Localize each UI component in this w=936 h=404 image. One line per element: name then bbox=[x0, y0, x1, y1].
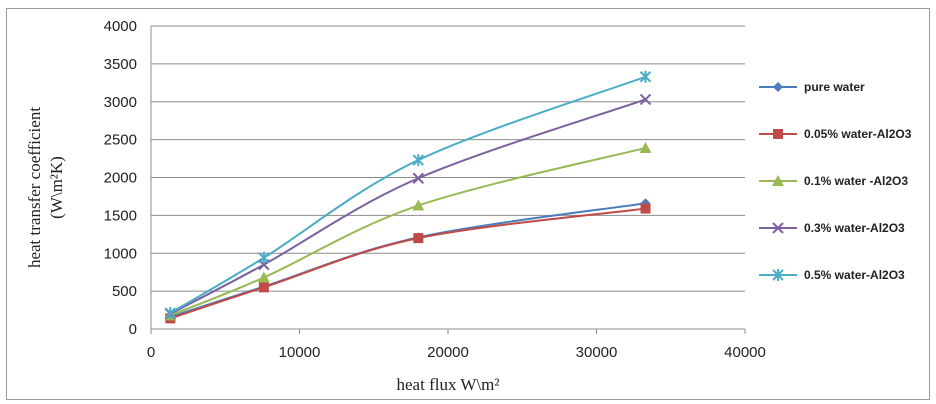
y-axis-title-line1: heat transfer coefficient bbox=[25, 107, 44, 268]
series-3 bbox=[164, 141, 652, 321]
y-tick-label: 2500 bbox=[104, 132, 137, 149]
data-point bbox=[413, 233, 424, 244]
y-tick-label: 1000 bbox=[104, 245, 137, 262]
legend-marker bbox=[772, 175, 784, 186]
legend-marker bbox=[773, 129, 783, 139]
x-tick-label: 30000 bbox=[576, 344, 618, 361]
legend-item: pure water bbox=[759, 80, 865, 94]
data-point bbox=[639, 70, 652, 83]
y-tick-label: 3000 bbox=[104, 94, 137, 111]
y-axis-title-line2: (W\m²K) bbox=[47, 156, 66, 219]
data-point bbox=[164, 307, 177, 320]
data-point bbox=[258, 251, 270, 264]
data-point bbox=[258, 282, 269, 293]
legend-item: 0.05% water-Al2O3 bbox=[759, 127, 912, 141]
y-tick-label: 1500 bbox=[104, 207, 137, 224]
x-tick-label: 10000 bbox=[279, 344, 321, 361]
series-line bbox=[169, 207, 646, 320]
x-tick-label: 20000 bbox=[427, 344, 469, 361]
chart-frame: 0 500 1000 1500 2000 2500 3000 3500 4000 0 10000 20… bbox=[6, 8, 930, 400]
legend-label: 0.1% water -Al2O3 bbox=[804, 174, 908, 188]
legend-item: 0.3% water-Al2O3 bbox=[759, 221, 905, 235]
data-point bbox=[412, 199, 425, 211]
y-tick-label: 500 bbox=[112, 283, 137, 300]
data-point bbox=[412, 172, 425, 184]
legend: pure water 0.05% water-Al2O3 0.1% water -A… bbox=[759, 80, 912, 282]
axes bbox=[150, 26, 746, 334]
series-line bbox=[169, 98, 646, 315]
legend-marker bbox=[773, 82, 783, 92]
series-4 bbox=[164, 93, 652, 320]
series-layer bbox=[164, 70, 652, 324]
x-axis-title: heat flux W\m² bbox=[397, 375, 500, 394]
data-point bbox=[640, 203, 651, 214]
legend-marker bbox=[772, 269, 784, 281]
legend-item: 0.1% water -Al2O3 bbox=[759, 174, 908, 188]
y-tick-label: 2000 bbox=[104, 170, 137, 187]
series-line bbox=[169, 75, 646, 314]
data-point bbox=[257, 271, 270, 283]
data-point bbox=[639, 141, 652, 153]
x-tick-label: 0 bbox=[147, 344, 155, 361]
y-tick-label: 3500 bbox=[104, 56, 137, 73]
x-tick-label: 40000 bbox=[724, 344, 766, 361]
legend-label: 0.05% water-Al2O3 bbox=[804, 127, 912, 141]
series-line bbox=[169, 202, 646, 318]
data-point bbox=[639, 93, 652, 106]
legend-label: 0.5% water-Al2O3 bbox=[804, 268, 905, 282]
grid-lines bbox=[151, 25, 745, 292]
y-tick-label: 0 bbox=[129, 321, 137, 338]
series-line bbox=[169, 146, 646, 317]
legend-label: 0.3% water-Al2O3 bbox=[804, 221, 905, 235]
legend-marker bbox=[772, 222, 784, 234]
data-point bbox=[412, 154, 425, 167]
series-2 bbox=[165, 203, 651, 324]
y-tick-label: 4000 bbox=[104, 18, 137, 35]
series-5 bbox=[164, 70, 652, 320]
legend-item: 0.5% water-Al2O3 bbox=[759, 268, 905, 282]
legend-label: pure water bbox=[804, 80, 865, 94]
